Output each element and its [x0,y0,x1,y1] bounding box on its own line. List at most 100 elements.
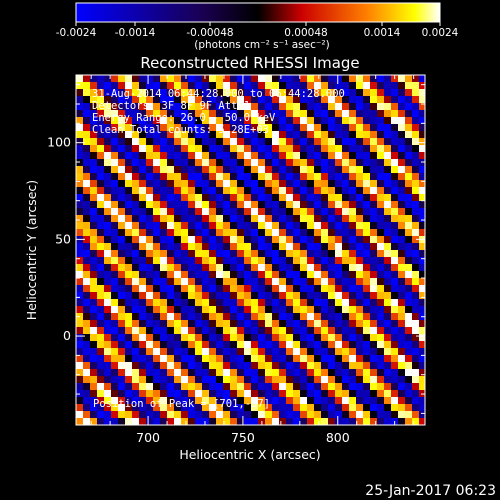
heatmap-cell [321,194,329,202]
heatmap-cell [132,271,140,279]
heatmap-cell [363,383,371,391]
heatmap-cell [391,243,399,251]
heatmap-cell [181,327,189,335]
heatmap-cell [314,166,322,174]
heatmap-cell [153,334,161,342]
colorbar-tick-label: 0.0014 [364,27,401,39]
heatmap-cell [328,159,336,167]
heatmap-cell [258,306,266,314]
heatmap-cell [398,96,406,104]
heatmap-cell [174,327,182,335]
heatmap-cell [111,383,119,391]
heatmap-cell [391,327,399,335]
heatmap-cell [391,313,399,321]
heatmap-cell [111,397,119,405]
heatmap-cell [384,82,392,90]
heatmap-cell [335,208,343,216]
heatmap-cell [216,334,224,342]
heatmap-cell [314,75,322,83]
heatmap-cell [146,201,154,209]
heatmap-cell [300,418,308,425]
heatmap-cell [153,313,161,321]
heatmap-cell [265,376,273,384]
heatmap-cell [160,82,168,90]
heatmap-cell [398,89,406,97]
heatmap-cell [370,320,378,328]
heatmap-cell [335,166,343,174]
heatmap-cell [370,124,378,132]
heatmap-cell [398,145,406,153]
heatmap-cell [188,159,196,167]
heatmap-cell [230,292,238,300]
heatmap-cell [83,334,91,342]
heatmap-cell [174,103,182,111]
heatmap-cell [160,117,168,125]
heatmap-cell [384,103,392,111]
heatmap-cell [181,152,189,160]
heatmap-cell [237,152,245,160]
heatmap-cell [300,390,308,398]
heatmap-cell [118,243,126,251]
heatmap-cell [342,348,350,356]
heatmap-cell [202,194,210,202]
heatmap-cell [97,327,105,335]
heatmap-cell [272,159,280,167]
heatmap-cell [377,278,385,286]
heatmap-cell [90,243,98,251]
heatmap-cell [391,173,399,181]
heatmap-cell [377,355,385,363]
heatmap-cell [139,110,147,118]
heatmap-cell [118,306,126,314]
heatmap-cell [83,159,91,167]
heatmap-cell [118,236,126,244]
heatmap-cell [125,117,133,125]
heatmap-cell [181,292,189,300]
heatmap-cell [307,383,315,391]
heatmap-cell [300,355,308,363]
heatmap-cell [76,320,84,328]
heatmap-cell [188,271,196,279]
heatmap-cell [272,257,280,265]
heatmap-cell [272,75,280,83]
heatmap-cell [90,271,98,279]
heatmap-cell [342,418,350,425]
heatmap-cell [251,369,259,377]
heatmap-cell [195,159,203,167]
heatmap-cell [244,208,252,216]
heatmap-cell [139,348,147,356]
heatmap-cell [321,166,329,174]
heatmap-cell [321,103,329,111]
heatmap-cell [314,264,322,272]
heatmap-cell [202,397,210,405]
heatmap-cell [412,355,420,363]
heatmap-cell [384,110,392,118]
heatmap-cell [202,355,210,363]
heatmap-cell [391,236,399,244]
heatmap-cell [419,411,425,419]
heatmap-cell [412,117,420,125]
heatmap-cell [405,159,413,167]
heatmap-cell [174,341,182,349]
heatmap-cell [258,208,266,216]
heatmap-cell [342,124,350,132]
heatmap-cell [419,194,425,202]
heatmap-cell [97,201,105,209]
heatmap-cell [76,334,84,342]
heatmap-cell [132,166,140,174]
heatmap-cell [111,117,119,125]
heatmap-cell [181,117,189,125]
heatmap-cell [118,348,126,356]
heatmap-cell [209,397,217,405]
heatmap-cell [342,222,350,230]
heatmap-cell [132,411,140,419]
heatmap-cell [216,194,224,202]
heatmap-cell [335,404,343,412]
heatmap-cell [314,236,322,244]
heatmap-cell [384,187,392,195]
heatmap-cell [160,103,168,111]
heatmap-cell [118,96,126,104]
heatmap-cell [104,89,112,97]
heatmap-cell [202,334,210,342]
heatmap-cell [76,292,84,300]
heatmap-cell [125,236,133,244]
